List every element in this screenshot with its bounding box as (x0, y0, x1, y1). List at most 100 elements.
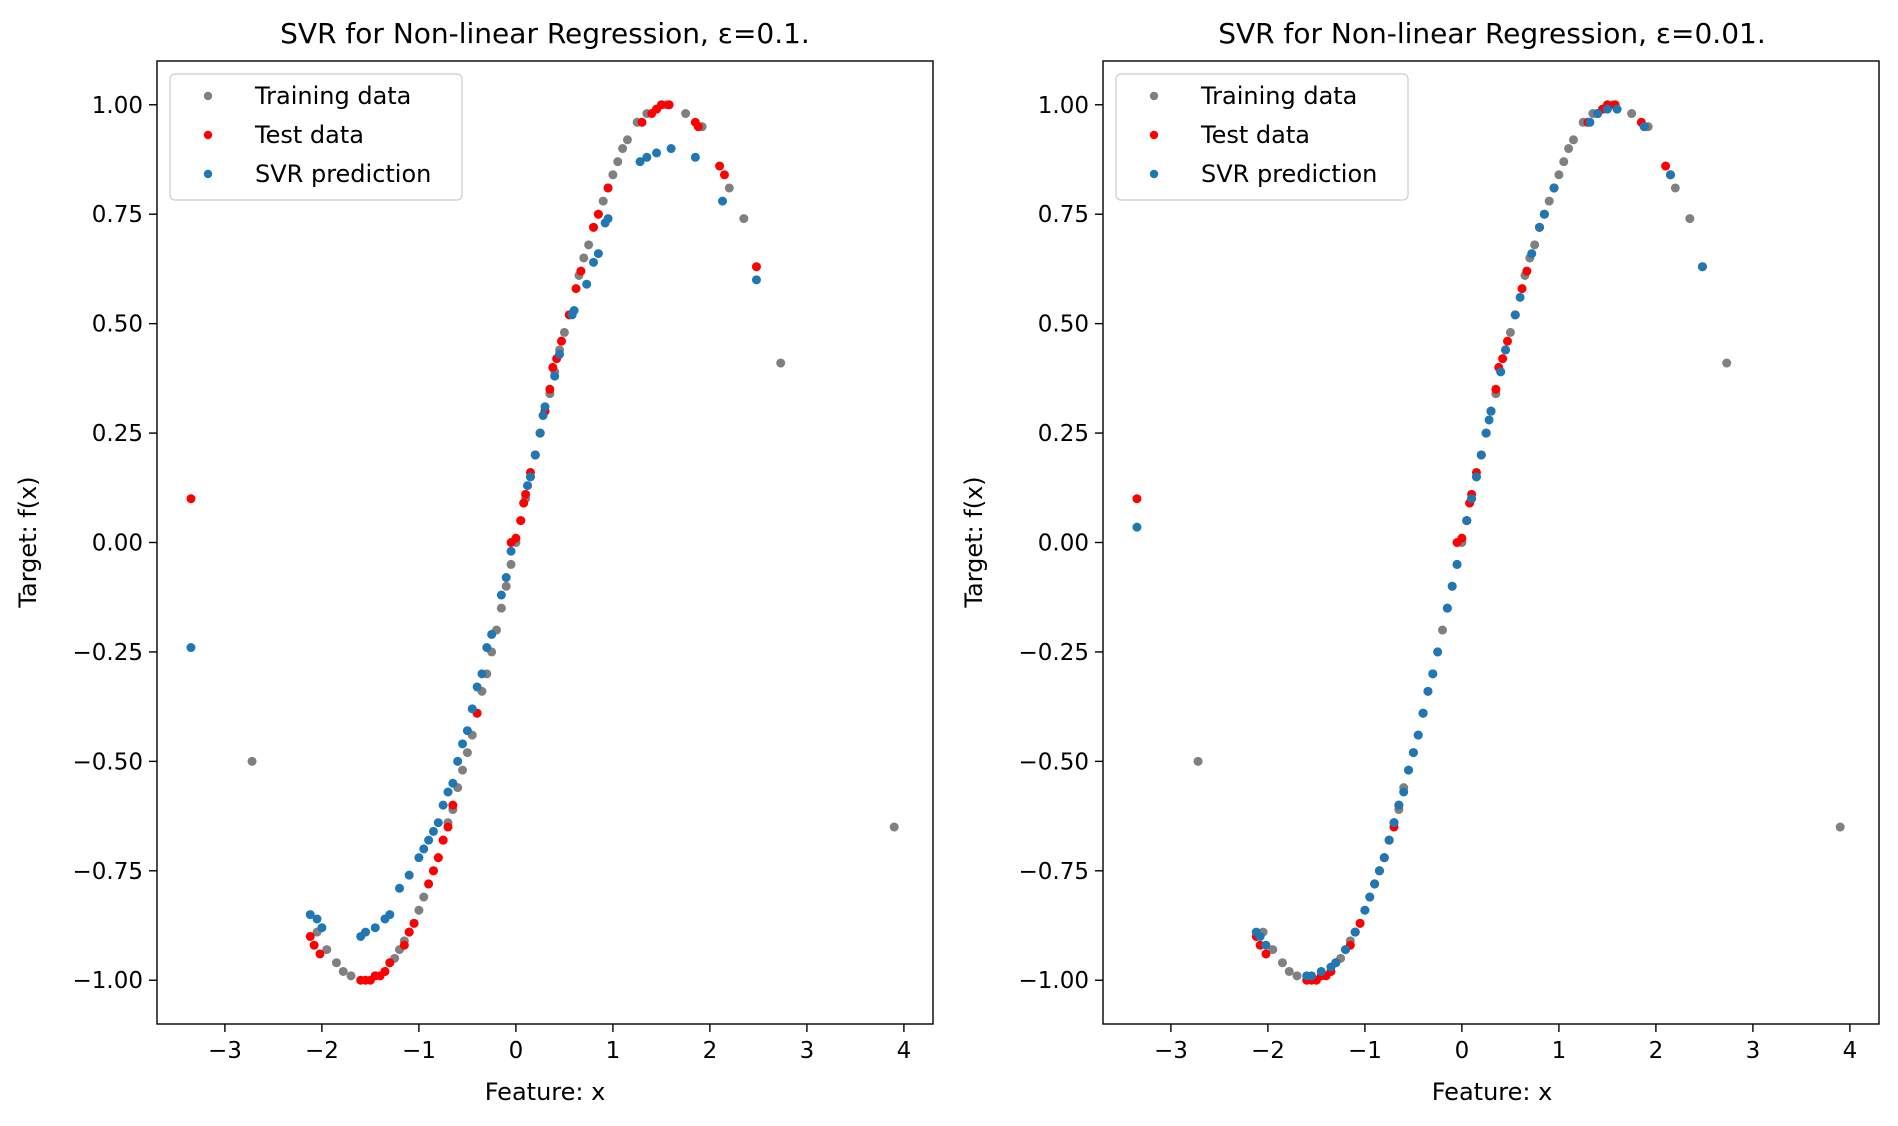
training-point (1627, 109, 1637, 119)
svr-prediction-point (370, 923, 380, 933)
y-tick-label: 1.00 (92, 93, 143, 119)
svr-prediction-point (472, 682, 482, 692)
svr-prediction-point (1399, 787, 1409, 797)
test-point (593, 209, 603, 219)
x-tick-label: −3 (208, 1038, 242, 1064)
test-point (315, 949, 325, 959)
y-tick-label: 0.25 (92, 421, 143, 447)
svr-prediction-point (1549, 183, 1559, 193)
training-point (579, 253, 589, 263)
x-tick-label: −1 (1348, 1038, 1382, 1064)
training-point (462, 748, 472, 758)
x-tick-label: 3 (1746, 1038, 1761, 1064)
y-tick-label: −0.25 (1019, 640, 1089, 666)
test-point (404, 927, 414, 937)
test-point (715, 161, 725, 171)
legend-marker-training (203, 91, 213, 101)
x-tick-label: 1 (1552, 1038, 1567, 1064)
svr-prediction-point (317, 923, 327, 933)
training-point (501, 581, 511, 591)
legend-box (169, 73, 463, 201)
y-tick-label: −0.75 (1019, 859, 1089, 885)
svr-prediction-point (448, 778, 458, 788)
y-tick-label: 0.75 (92, 202, 143, 228)
svr-prediction-point (1462, 516, 1472, 526)
training-point (584, 240, 594, 250)
svr-prediction-point (1602, 104, 1612, 114)
training-point (1193, 756, 1203, 766)
svr-prediction-point (1374, 866, 1384, 876)
svr-prediction-point (535, 428, 545, 438)
svr-prediction-point (1408, 748, 1418, 758)
svr-prediction-point (433, 818, 443, 828)
svr-prediction-point (1261, 940, 1271, 950)
x-tick-label: 4 (897, 1038, 912, 1064)
test-point (719, 170, 729, 180)
svr-prediction-point (540, 402, 550, 412)
svr-prediction-point (414, 853, 424, 863)
y-tick-label: 0.25 (1038, 421, 1089, 447)
svr-prediction-point (1326, 962, 1336, 972)
training-point (1544, 196, 1554, 206)
svr-prediction-point (1665, 170, 1675, 180)
legend-label-training: Training data (254, 82, 411, 110)
test-point (511, 533, 521, 543)
legend-label-test: Test data (1200, 121, 1310, 149)
y-tick-label: 0.50 (92, 312, 143, 338)
svr-prediction-point (506, 546, 516, 556)
chart-title: SVR for Non-linear Regression, ε=0.01. (1218, 17, 1766, 50)
svr-prediction-point (1527, 249, 1537, 259)
legend-marker-test (203, 130, 213, 140)
test-point (519, 498, 529, 508)
training-point (414, 905, 424, 915)
y-axis-label: Target: f(x) (960, 476, 988, 608)
svr-prediction-point (718, 196, 728, 206)
svr-prediction-point (1132, 522, 1142, 532)
svr-prediction-point (1442, 603, 1452, 613)
svr-prediction-point (1697, 262, 1707, 272)
training-point (1568, 135, 1578, 145)
svr-prediction-point (380, 914, 390, 924)
legend: Training data Test data SVR prediction (169, 73, 463, 201)
svr-prediction-point (1350, 927, 1360, 937)
test-point (603, 183, 613, 193)
svr-prediction-point (395, 883, 404, 893)
chart-title: SVR for Non-linear Regression, ε=0.1. (280, 17, 810, 50)
svr-prediction-point (523, 481, 533, 491)
y-tick-label: −0.25 (73, 640, 143, 666)
legend-marker-training (1149, 91, 1159, 101)
x-tick-label: 2 (703, 1038, 718, 1064)
svr-prediction-point (1379, 853, 1389, 863)
legend-label-svr: SVR prediction (255, 160, 431, 188)
training-point (1530, 240, 1540, 250)
y-ticks: −1.00 −0.75 −0.50 −0.25 0.00 0.25 0.50 0.75 1.00 (73, 93, 157, 994)
test-point (409, 918, 419, 928)
svr-prediction-point (1341, 945, 1350, 955)
svr-prediction-point (1486, 406, 1496, 416)
svr-prediction-point (1639, 122, 1649, 132)
training-point (1564, 144, 1574, 154)
svr-prediction-point (593, 249, 603, 259)
training-point (681, 109, 691, 119)
svr-prediction-point (1484, 415, 1494, 425)
test-point (589, 222, 598, 232)
test-point (516, 516, 526, 526)
svr-prediction-point (1515, 292, 1525, 302)
training-point (598, 196, 608, 206)
x-tick-label: 1 (606, 1038, 621, 1064)
x-axis-label: Feature: x (1432, 1078, 1553, 1106)
svr-prediction-point (567, 310, 577, 320)
training-point (338, 966, 348, 976)
svr-prediction-point (1360, 905, 1370, 915)
test-point (1517, 284, 1527, 294)
test-point (443, 822, 453, 832)
svr-prediction-point (1428, 669, 1438, 679)
svr-prediction-point (1612, 104, 1622, 114)
test-point (1522, 266, 1532, 276)
svr-prediction-point (1302, 971, 1312, 981)
test-point (438, 835, 448, 845)
svr-prediction-point (538, 411, 548, 421)
y-tick-label: 0.00 (92, 531, 143, 557)
svr-prediction-point (666, 144, 676, 154)
training-point (1277, 958, 1287, 968)
